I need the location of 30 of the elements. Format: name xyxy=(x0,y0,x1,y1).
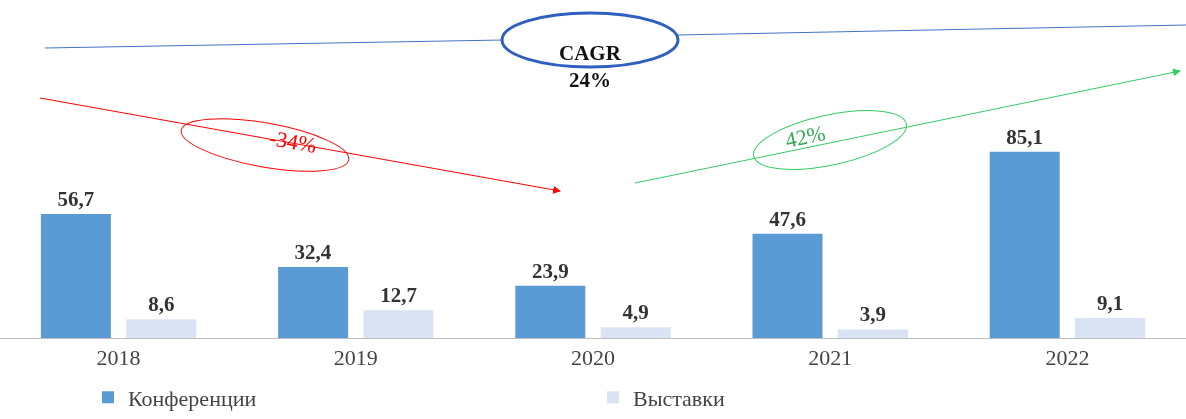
bar xyxy=(278,267,349,338)
x-tick-label: 2022 xyxy=(1045,345,1090,371)
data-label: 9,1 xyxy=(1096,291,1124,316)
data-label: 32,4 xyxy=(294,240,332,265)
bar xyxy=(126,319,197,338)
data-label: 12,7 xyxy=(380,283,417,308)
data-label: 4,9 xyxy=(622,300,649,325)
bar xyxy=(837,329,908,338)
bar xyxy=(1075,318,1146,338)
data-label: 8,6 xyxy=(148,292,175,317)
x-tick-label: 2020 xyxy=(571,345,615,371)
bar xyxy=(363,310,434,338)
annotation: 42% xyxy=(782,120,828,153)
data-label: 47,6 xyxy=(769,206,806,231)
bar xyxy=(989,151,1060,338)
x-tick-label: 2019 xyxy=(333,345,378,371)
bar xyxy=(600,327,671,338)
data-label: 85,1 xyxy=(1006,124,1044,149)
bar xyxy=(515,285,586,338)
legend-label: Конференции xyxy=(128,385,257,411)
text: CAGR 24% xyxy=(559,41,622,93)
x-tick-label: 2021 xyxy=(808,345,853,371)
data-label: 3,9 xyxy=(859,302,887,327)
data-label: 23,9 xyxy=(531,258,569,283)
x-tick-label: 2018 xyxy=(96,345,141,371)
annotation: -34% xyxy=(267,125,319,158)
bar xyxy=(752,233,823,338)
bar xyxy=(40,213,111,338)
data-label: 56,7 xyxy=(57,186,95,211)
legend-label: Выставки xyxy=(633,385,725,411)
